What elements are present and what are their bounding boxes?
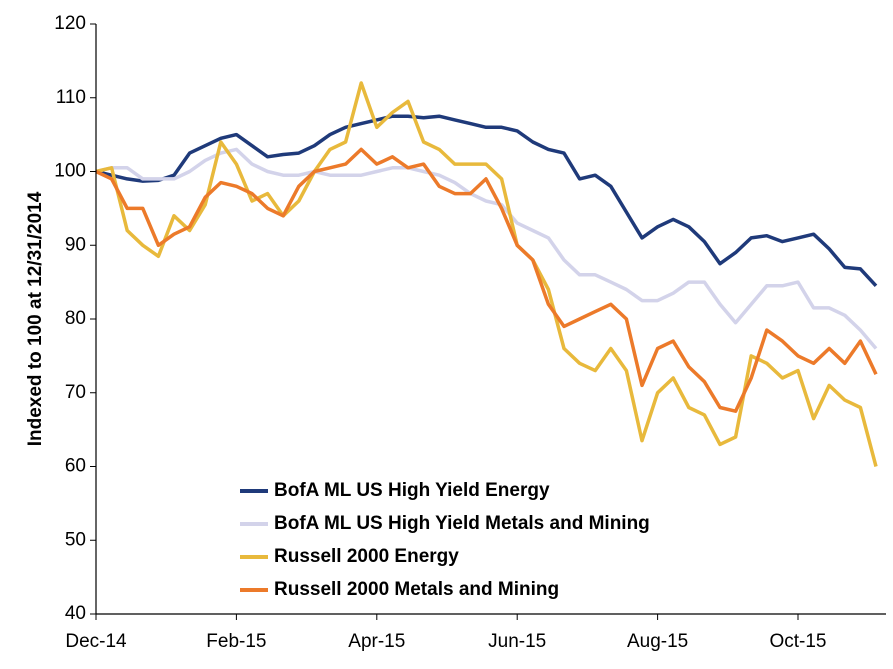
series-line [95, 114, 878, 287]
y-tick-label: 80 [65, 308, 86, 329]
y-axis-label: Indexed to 100 at 12/31/2014 [25, 191, 46, 446]
y-tick-label: 70 [65, 382, 86, 403]
x-tick-label: Aug-15 [627, 631, 688, 652]
legend-label: Russell 2000 Metals and Mining [274, 579, 559, 600]
y-tick-label: 40 [65, 603, 86, 624]
legend-label: BofA ML US High Yield Energy [274, 480, 550, 501]
legend-label: Russell 2000 Energy [274, 546, 459, 567]
y-tick-label: 90 [65, 234, 86, 255]
legend-label: BofA ML US High Yield Metals and Mining [274, 513, 650, 534]
y-tick-label: 50 [65, 529, 86, 550]
y-tick-label: 100 [54, 161, 86, 182]
x-tick-label: Oct-15 [769, 631, 826, 652]
y-tick-label: 120 [54, 13, 86, 34]
series-line [95, 81, 878, 467]
y-tick-label: 60 [65, 456, 86, 477]
y-tick-label: 110 [56, 87, 86, 108]
x-tick-label: Feb-15 [206, 631, 266, 652]
x-tick-label: Dec-14 [65, 631, 127, 652]
x-tick-label: Jun-15 [488, 631, 546, 652]
series-line [95, 147, 878, 413]
x-tick-label: Apr-15 [348, 631, 405, 652]
